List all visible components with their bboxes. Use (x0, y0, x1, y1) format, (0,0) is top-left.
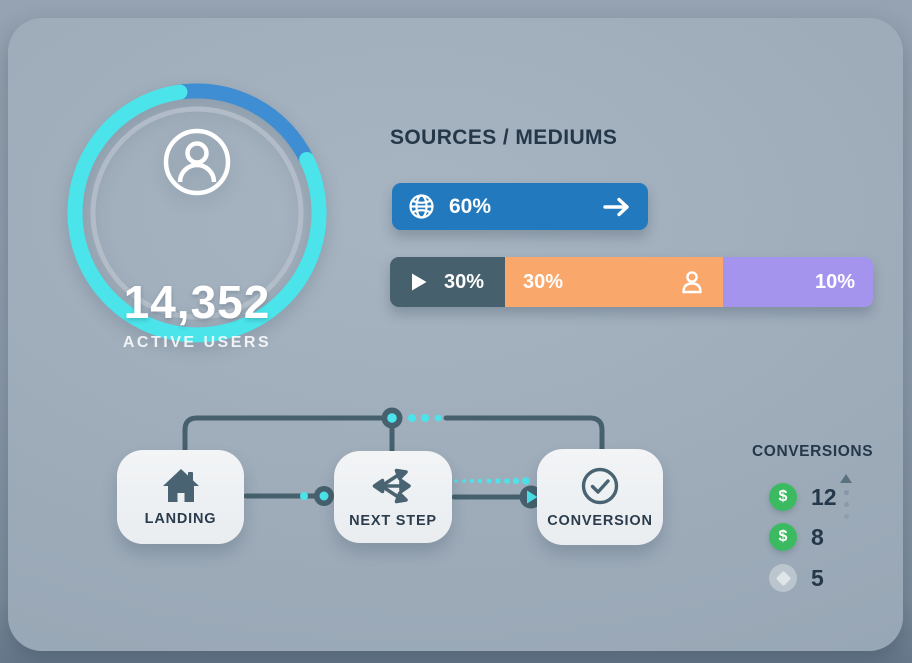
sources-title: SOURCES / MEDIUMS (390, 126, 618, 149)
active-users-value: 14,352 (123, 276, 271, 328)
dollar-icon: $ (769, 523, 797, 551)
play-icon (412, 273, 427, 291)
source-segment-people[interactable]: 30% (505, 257, 723, 307)
trend-up-indicator (839, 474, 853, 519)
funnel-node-label: CONVERSION (547, 512, 653, 529)
source-segment-video[interactable]: 30% (390, 257, 505, 307)
active-users-label: ACTIVE USERS (122, 334, 272, 351)
source-people-percent: 30% (523, 270, 564, 293)
active-users-gauge: 14,352 ACTIVE USERS (60, 76, 334, 351)
conversion-value: 8 (811, 523, 824, 550)
source-web-percent: 60% (449, 194, 492, 218)
funnel-node-label: NEXT STEP (349, 512, 437, 529)
source-segment-other[interactable]: 10% (723, 257, 873, 307)
funnel-node-landing[interactable]: LANDING (117, 450, 244, 544)
check-circle-icon (581, 467, 619, 504)
conversion-value: 12 (811, 483, 837, 510)
user-icon (163, 128, 231, 196)
funnel-node-label: LANDING (144, 510, 217, 527)
sources-stacked-bar: 30% 30% 10% (390, 257, 873, 307)
conversion-row: 5 (769, 564, 824, 592)
gauge-ring (67, 83, 327, 343)
gauge-arc-blue (172, 83, 315, 167)
globe-icon (409, 194, 434, 219)
home-icon (162, 468, 199, 502)
source-video-percent: 30% (444, 270, 485, 293)
gauge-arc-cyan (67, 84, 327, 343)
source-other-percent: 10% (814, 270, 855, 293)
conversion-row: $ 12 (769, 483, 837, 511)
trend-arrow-icon (840, 474, 852, 483)
conversion-value: 5 (811, 564, 824, 591)
funnel-node-next-step[interactable]: NEXT STEP (334, 451, 452, 543)
arrow-right-icon[interactable] (602, 196, 632, 218)
funnel-node-conversion[interactable]: CONVERSION (537, 449, 663, 545)
conversions-title: CONVERSIONS (752, 443, 874, 460)
pending-icon (769, 564, 797, 592)
source-bar-web[interactable]: 60% (392, 183, 648, 230)
dollar-icon: $ (769, 483, 797, 511)
split-arrows-icon (372, 468, 411, 503)
conversion-row: $ 8 (769, 523, 824, 551)
person-icon (682, 271, 702, 294)
gauge-inner-ring (90, 106, 304, 320)
